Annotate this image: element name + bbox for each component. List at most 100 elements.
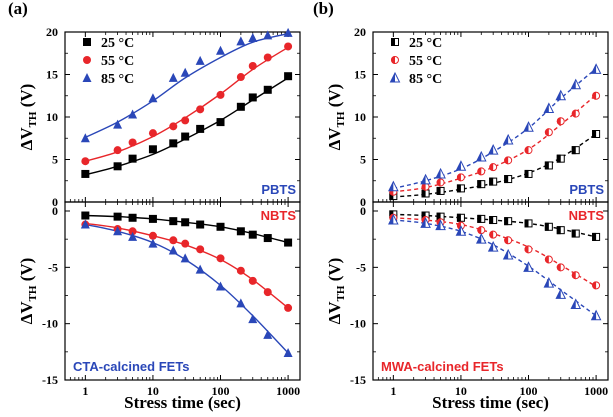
marker-fill — [421, 218, 426, 228]
legend-marker — [391, 38, 399, 46]
series-25C — [81, 211, 293, 247]
data-point — [148, 145, 157, 154]
y-tick-label: 0 — [52, 204, 58, 218]
data-point — [196, 245, 205, 254]
series-85C — [388, 213, 602, 321]
marker-fill — [421, 189, 426, 198]
data-point — [543, 102, 555, 113]
data-point — [502, 133, 514, 145]
marker-fill — [388, 215, 394, 225]
data-point — [455, 225, 467, 236]
data-point — [181, 239, 190, 248]
data-point — [477, 214, 486, 223]
legend-label: 55 °C — [409, 54, 442, 69]
marker-fill — [571, 146, 576, 155]
data-point — [248, 314, 258, 324]
marker-fill — [436, 220, 441, 230]
data-point — [524, 169, 533, 178]
marker-fill — [571, 271, 576, 280]
data-point — [487, 144, 499, 155]
data-point — [148, 214, 157, 223]
panel-label-b: (b) — [313, 0, 334, 18]
data-point — [148, 93, 158, 103]
marker-fill — [421, 182, 426, 191]
data-point — [128, 227, 137, 236]
marker-fill — [544, 103, 549, 113]
data-point — [592, 232, 601, 241]
y-axis-title-sub: TH — [335, 285, 347, 301]
marker-fill — [544, 128, 549, 137]
marker-fill — [556, 90, 561, 100]
y-axis-title-unit: (V) — [17, 258, 36, 286]
marker-fill — [436, 178, 441, 187]
y-tick-label: -15 — [42, 373, 58, 387]
y-axis-title: ΔVTH (V) — [325, 258, 347, 325]
y-axis-title-sub: TH — [335, 111, 347, 127]
data-point — [181, 218, 190, 227]
marker-fill — [524, 219, 529, 228]
marker-fill — [524, 122, 529, 132]
y-axis-title-main: ΔV — [17, 127, 36, 151]
data-point — [477, 226, 486, 235]
data-point — [128, 154, 137, 163]
y-tick-label: 20 — [46, 25, 58, 39]
data-point — [263, 30, 273, 40]
data-point — [524, 146, 533, 155]
device-label: MWA-calcined FETs — [381, 359, 504, 374]
data-point — [196, 220, 205, 229]
data-point — [388, 180, 399, 192]
data-point — [456, 173, 465, 182]
data-point — [113, 212, 122, 221]
marker-fill — [436, 186, 441, 195]
marker-fill — [391, 38, 395, 46]
data-point — [169, 122, 178, 131]
data-point — [489, 230, 498, 239]
data-point — [216, 222, 225, 231]
marker-fill — [504, 156, 509, 165]
data-point — [128, 109, 138, 119]
data-point — [590, 63, 602, 74]
data-point — [248, 62, 257, 70]
marker-fill — [524, 169, 529, 178]
marker-fill — [556, 226, 561, 235]
series-55C — [81, 42, 293, 166]
data-point — [195, 55, 205, 65]
fit-line-1 — [393, 217, 597, 288]
marker-fill — [476, 234, 482, 244]
data-point — [477, 180, 486, 189]
data-point — [263, 53, 272, 62]
data-point — [571, 271, 580, 280]
y-tick-label: 0 — [360, 204, 366, 218]
y-tick-label: -5 — [48, 260, 58, 274]
data-point — [475, 233, 487, 244]
y-axis-title: ΔVTH (V) — [17, 258, 39, 325]
data-point — [80, 219, 90, 229]
data-point — [181, 132, 190, 141]
data-point — [435, 219, 446, 231]
marker-fill — [504, 175, 509, 184]
data-point — [216, 90, 225, 99]
x-tick-label: 1000 — [276, 384, 300, 398]
x-axis-title: Stress time (sec) — [124, 393, 241, 412]
y-tick-label: -5 — [356, 260, 366, 274]
data-point — [148, 231, 157, 240]
data-point — [128, 231, 138, 241]
plot-frame — [372, 201, 609, 381]
marker-fill — [488, 145, 494, 155]
data-point — [592, 130, 601, 138]
legend-marker — [391, 56, 399, 64]
marker-fill — [592, 232, 597, 241]
y-tick-label: 0 — [360, 195, 366, 209]
y-axis-title-main: ΔV — [17, 301, 36, 325]
legend-label: 25 °C — [409, 36, 442, 51]
data-point — [544, 255, 553, 264]
data-point — [504, 217, 513, 226]
data-point — [284, 72, 293, 81]
plot-frame — [64, 201, 301, 381]
data-point — [284, 42, 293, 51]
marker-fill — [544, 161, 549, 170]
series-25C — [81, 72, 293, 178]
plot-b-bottom: 0 -5 -10 -15 1 10 100 1000 ΔVTH (V) Stress time (… — [325, 201, 609, 412]
data-point — [248, 276, 257, 285]
